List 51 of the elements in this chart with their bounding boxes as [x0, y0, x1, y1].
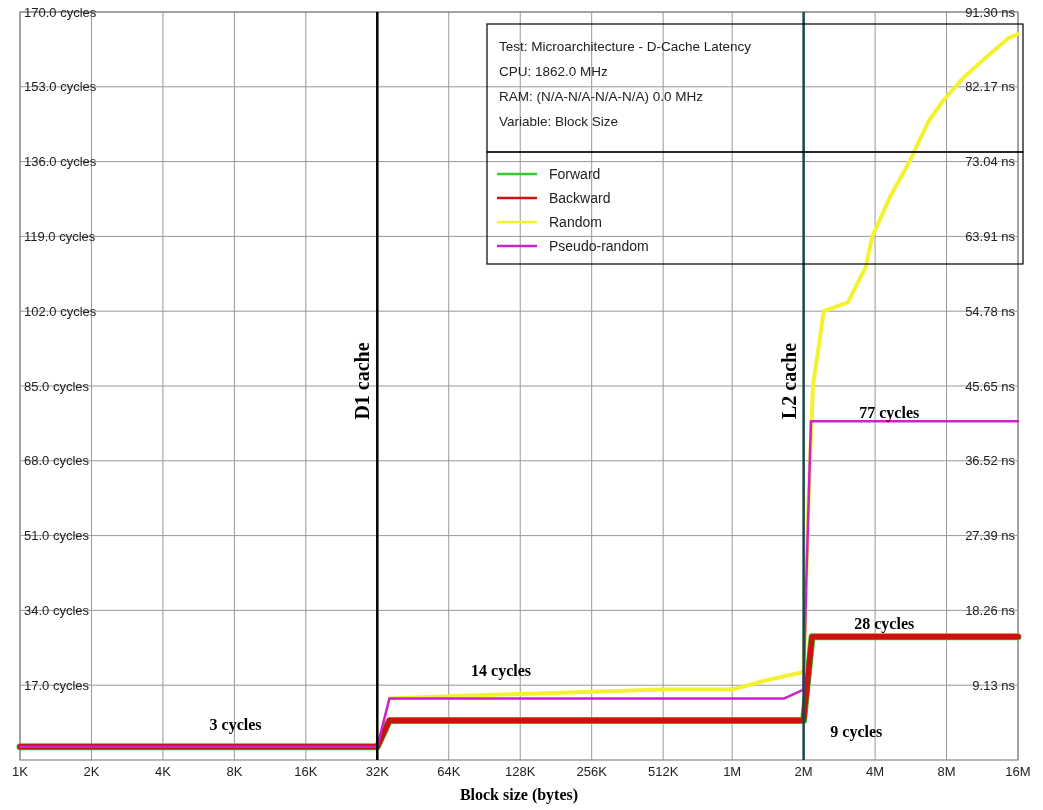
y2-tick-label: 27.39 ns — [965, 528, 1016, 544]
y2-tick-label: 63.91 ns — [965, 228, 1016, 244]
x-tick-label: 8M — [937, 764, 956, 779]
legend-label: Pseudo-random — [549, 237, 649, 254]
y-tick-label: 153.0 cycles — [24, 79, 97, 95]
legend-label: Random — [549, 213, 602, 230]
y2-tick-label: 82.17 ns — [965, 79, 1016, 95]
x-tick-label: 16K — [294, 764, 318, 779]
annotation: 9 cycles — [830, 723, 883, 742]
annotation: 28 cycles — [854, 615, 915, 634]
ref-line-label: D1 cache — [351, 342, 374, 420]
x-tick-label: 64K — [437, 764, 461, 779]
annotation: CPU: 1862.0 MHz — [499, 64, 609, 79]
y2-tick-label: 91.30 ns — [965, 4, 1016, 20]
y2-tick-label: 45.65 ns — [965, 378, 1016, 394]
x-tick-label: 8K — [226, 764, 243, 779]
x-tick-label: 16M — [1005, 764, 1031, 779]
ref-line-label: L2 cache — [777, 342, 800, 420]
y2-tick-label: 36.52 ns — [965, 453, 1016, 469]
y-tick-label: 51.0 cycles — [24, 528, 90, 544]
annotation: 14 cycles — [471, 661, 532, 680]
x-tick-label: 1K — [12, 764, 29, 779]
annotation: 3 cycles — [209, 715, 262, 734]
x-tick-label: 4K — [154, 764, 172, 779]
y-tick-label: 102.0 cycles — [24, 303, 97, 319]
y-tick-label: 85.0 cycles — [24, 378, 90, 394]
y-tick-label: 136.0 cycles — [24, 154, 97, 170]
x-tick-label: 128K — [505, 764, 536, 779]
y-tick-label: 34.0 cycles — [24, 602, 90, 618]
y-tick-label: 17.0 cycles — [24, 677, 90, 693]
y2-tick-label: 9.13 ns — [972, 677, 1016, 693]
y-tick-label: 119.0 cycles — [24, 228, 96, 244]
y-tick-label: 170.0 cycles — [24, 4, 97, 20]
x-axis-title: Block size (bytes) — [459, 786, 579, 804]
x-tick-label: 1M — [723, 764, 742, 779]
legend-label: Backward — [549, 189, 611, 206]
annotation: Test: Microarchitecture - D-Cache Latency — [499, 39, 752, 54]
x-tick-label: 2K — [83, 764, 100, 779]
x-tick-label: 4M — [866, 764, 885, 779]
x-tick-label: 32K — [365, 764, 390, 779]
x-tick-label: 2M — [794, 764, 813, 779]
y-tick-label: 68.0 cycles — [24, 453, 90, 469]
annotation: RAM: (N/A-N/A-N/A-N/A) 0.0 MHz — [499, 89, 704, 104]
annotation: 77 cycles — [859, 403, 920, 422]
y2-tick-label: 73.04 ns — [965, 154, 1016, 170]
x-tick-label: 256K — [576, 764, 608, 779]
x-tick-label: 512K — [647, 764, 679, 779]
y2-tick-label: 18.26 ns — [965, 602, 1016, 618]
legend-label: Forward — [549, 165, 601, 182]
y2-tick-label: 54.78 ns — [965, 303, 1016, 319]
annotation: Variable: Block Size — [499, 114, 619, 129]
